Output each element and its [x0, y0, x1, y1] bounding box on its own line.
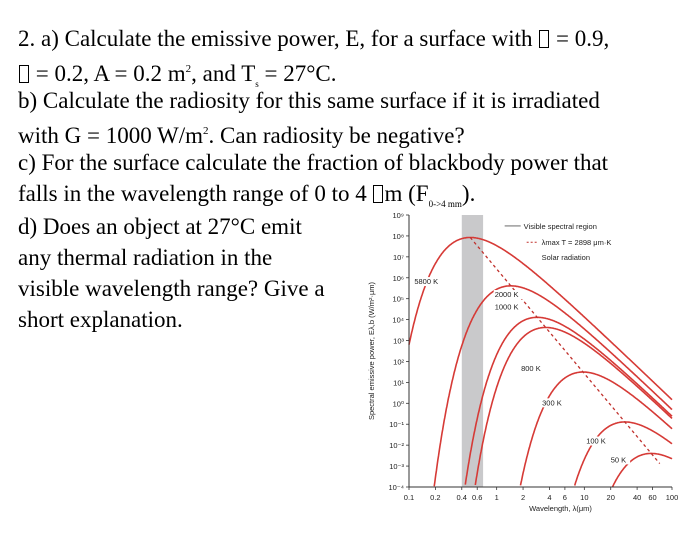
series-label-300k: 300 K: [542, 398, 562, 407]
curve-100k: [573, 421, 673, 486]
part-a-line-1: 2. a) Calculate the emissive power, E, f…: [18, 23, 609, 54]
series-label-bg: [541, 398, 567, 408]
y-tick-label: 10⁵: [393, 295, 404, 304]
y-axis-label: Spectral emissive power, Eλ,b (W/m²·μm): [367, 281, 376, 420]
part-a-line-2: = 0.2, A = 0.2 m2, and Ts = 27°C.: [18, 54, 337, 100]
part-c-line-1: c) For the surface calculate the fractio…: [18, 150, 609, 175]
temp-value: = 27°C.: [258, 61, 337, 86]
y-tick-label: 10¹: [393, 378, 404, 387]
y-tick-label: 10³: [393, 337, 404, 346]
legend-wien: λmax T = 2898 μm·K: [542, 238, 612, 247]
series-label-bg: [520, 364, 546, 374]
part-d-line-1: d) Does an object at 27°C emit: [18, 214, 302, 239]
irradiation-exponent: 2: [203, 125, 209, 137]
x-tick-label: 6: [563, 493, 567, 502]
y-tick-label: 10⁴: [392, 316, 404, 325]
y-tick-label: 10⁰: [393, 399, 404, 408]
missing-symbol-box: [19, 65, 29, 83]
x-tick-label: 0.2: [430, 493, 440, 502]
part-a-text: 2. a) Calculate the emissive power, E, f…: [18, 26, 539, 51]
part-b-line-2: with G = 1000 W/m2. Can radiosity be neg…: [18, 116, 465, 151]
legend-solar: Solar radiation: [542, 253, 590, 262]
y-tick-label: 10²: [393, 357, 404, 366]
part-d-line-2: any thermal radiation in the: [18, 245, 273, 270]
series-label-5800k: 5800 K: [414, 277, 438, 286]
series-label-50k: 50 K: [611, 455, 626, 464]
irradiation-text: with G = 1000 W/m: [18, 123, 204, 148]
temp-text: , and T: [191, 61, 256, 86]
area-text: = 0.2, A = 0.2 m: [30, 61, 186, 86]
blackbody-spectrum-chart: 10⁹10⁸10⁷10⁶10⁵10⁴10³10²10¹10⁰10⁻¹10⁻²10…: [367, 211, 678, 513]
x-tick-label: 0.4: [457, 493, 467, 502]
y-tick-label: 10⁶: [393, 274, 404, 283]
series-label-bg: [585, 436, 611, 446]
series-label-2000k: 2000 K: [495, 290, 519, 299]
part-c-line-2: falls in the wavelength range of 0 to 4 …: [18, 178, 475, 220]
series-label-bg: [413, 277, 443, 287]
x-tick-label: 20: [607, 493, 615, 502]
part-d-line-4: short explanation.: [18, 307, 183, 332]
axis-layer: 10⁹10⁸10⁷10⁶10⁵10⁴10³10²10¹10⁰10⁻¹10⁻²10…: [367, 211, 678, 513]
x-tick-label: 2: [521, 493, 525, 502]
fraction-subscript: 0->4 mm: [428, 199, 462, 209]
curve-2000k: [433, 285, 673, 487]
fraction-end: ).: [461, 181, 476, 206]
radiosity-question: . Can radiosity be negative?: [208, 123, 465, 148]
missing-symbol-box: [539, 30, 550, 48]
y-tick-label: 10⁹: [392, 211, 404, 220]
series-label-bg: [493, 290, 524, 300]
x-tick-label: 100: [666, 493, 678, 502]
x-tick-label: 10: [580, 493, 588, 502]
x-tick-label: 1: [495, 493, 499, 502]
curve-800k: [474, 326, 673, 486]
emissivity-value: = 0.9,: [550, 26, 610, 51]
label-layer: 5800 K 2000 K 1000 K 800 K 300 K 100 K 50 K: [413, 277, 631, 465]
series-label-100k: 100 K: [586, 436, 606, 445]
legend-visible: Visible spectral region: [524, 222, 597, 231]
area-exponent: 2: [185, 63, 192, 75]
series-label-bg: [493, 302, 524, 312]
part-b-line-1: b) Calculate the radiosity for this same…: [18, 88, 600, 113]
x-tick-label: 40: [633, 493, 641, 502]
fraction-text: m (F: [384, 181, 429, 206]
curve-1000k: [464, 316, 673, 485]
y-tick-label: 10⁻²: [389, 441, 404, 450]
x-tick-label: 0.1: [404, 493, 414, 502]
x-tick-label: 0.6: [472, 493, 482, 502]
y-tick-label: 10⁸: [392, 232, 404, 241]
y-tick-label: 10⁻⁴: [388, 483, 404, 492]
x-tick-label: 4: [547, 493, 551, 502]
wien-line-layer: [469, 237, 661, 464]
curve-5800k: [408, 236, 673, 401]
x-tick-label: 60: [648, 493, 656, 502]
y-tick-label: 10⁻¹: [389, 420, 404, 429]
x-axis-label: Wavelength, λ(μm): [529, 504, 592, 513]
missing-symbol-box: [373, 185, 384, 203]
y-tick-label: 10⁻³: [389, 462, 404, 471]
y-tick-label: 10⁷: [393, 253, 404, 262]
curve-50k: [611, 452, 673, 488]
series-label-800k: 800 K: [521, 364, 541, 373]
ts-subscript: s: [255, 79, 259, 89]
wien-displacement-line: [469, 237, 661, 464]
series-label-bg: [609, 455, 631, 465]
legend-layer: Visible spectral region λmax T = 2898 μm·…: [504, 222, 612, 262]
range-text: falls in the wavelength range of 0 to 4: [18, 181, 373, 206]
part-d-line-3: visible wavelength range? Give a: [18, 276, 325, 301]
series-label-1000k: 1000 K: [495, 303, 519, 312]
curve-layer: [408, 236, 673, 488]
